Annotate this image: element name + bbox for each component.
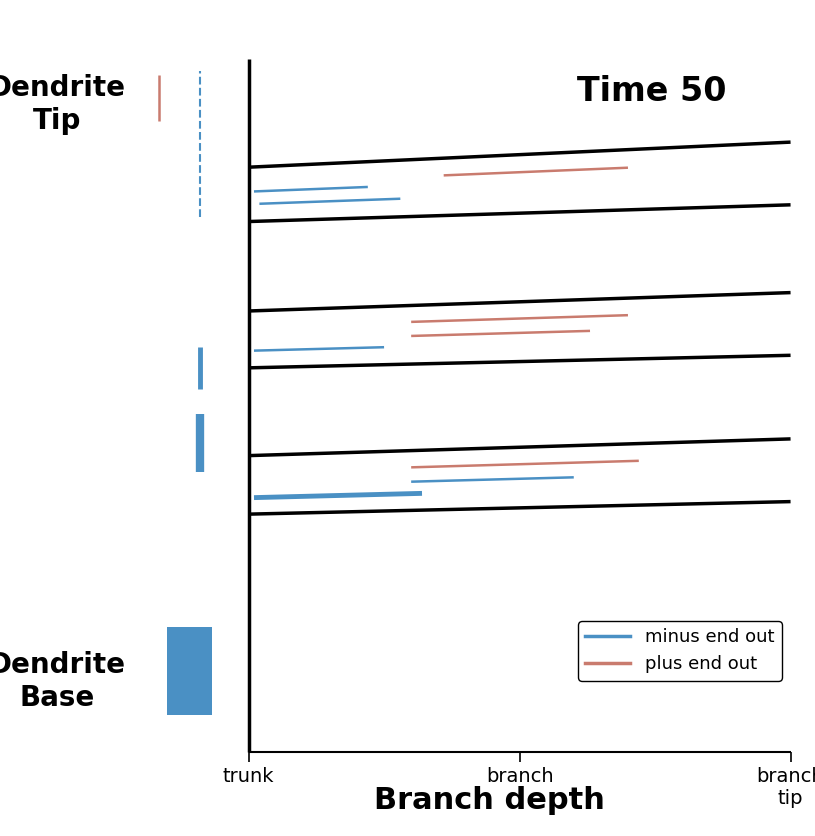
- Legend: minus end out, plus end out: minus end out, plus end out: [578, 621, 782, 681]
- Text: Time 50: Time 50: [577, 75, 727, 109]
- Text: branch
tip: branch tip: [757, 767, 815, 808]
- Text: Branch depth: Branch depth: [373, 786, 605, 815]
- Text: branch: branch: [487, 767, 553, 787]
- Text: trunk: trunk: [222, 767, 275, 787]
- Bar: [167, 627, 212, 715]
- Text: Dendrite
Base: Dendrite Base: [0, 651, 126, 711]
- Text: Dendrite
Tip: Dendrite Tip: [0, 74, 126, 135]
